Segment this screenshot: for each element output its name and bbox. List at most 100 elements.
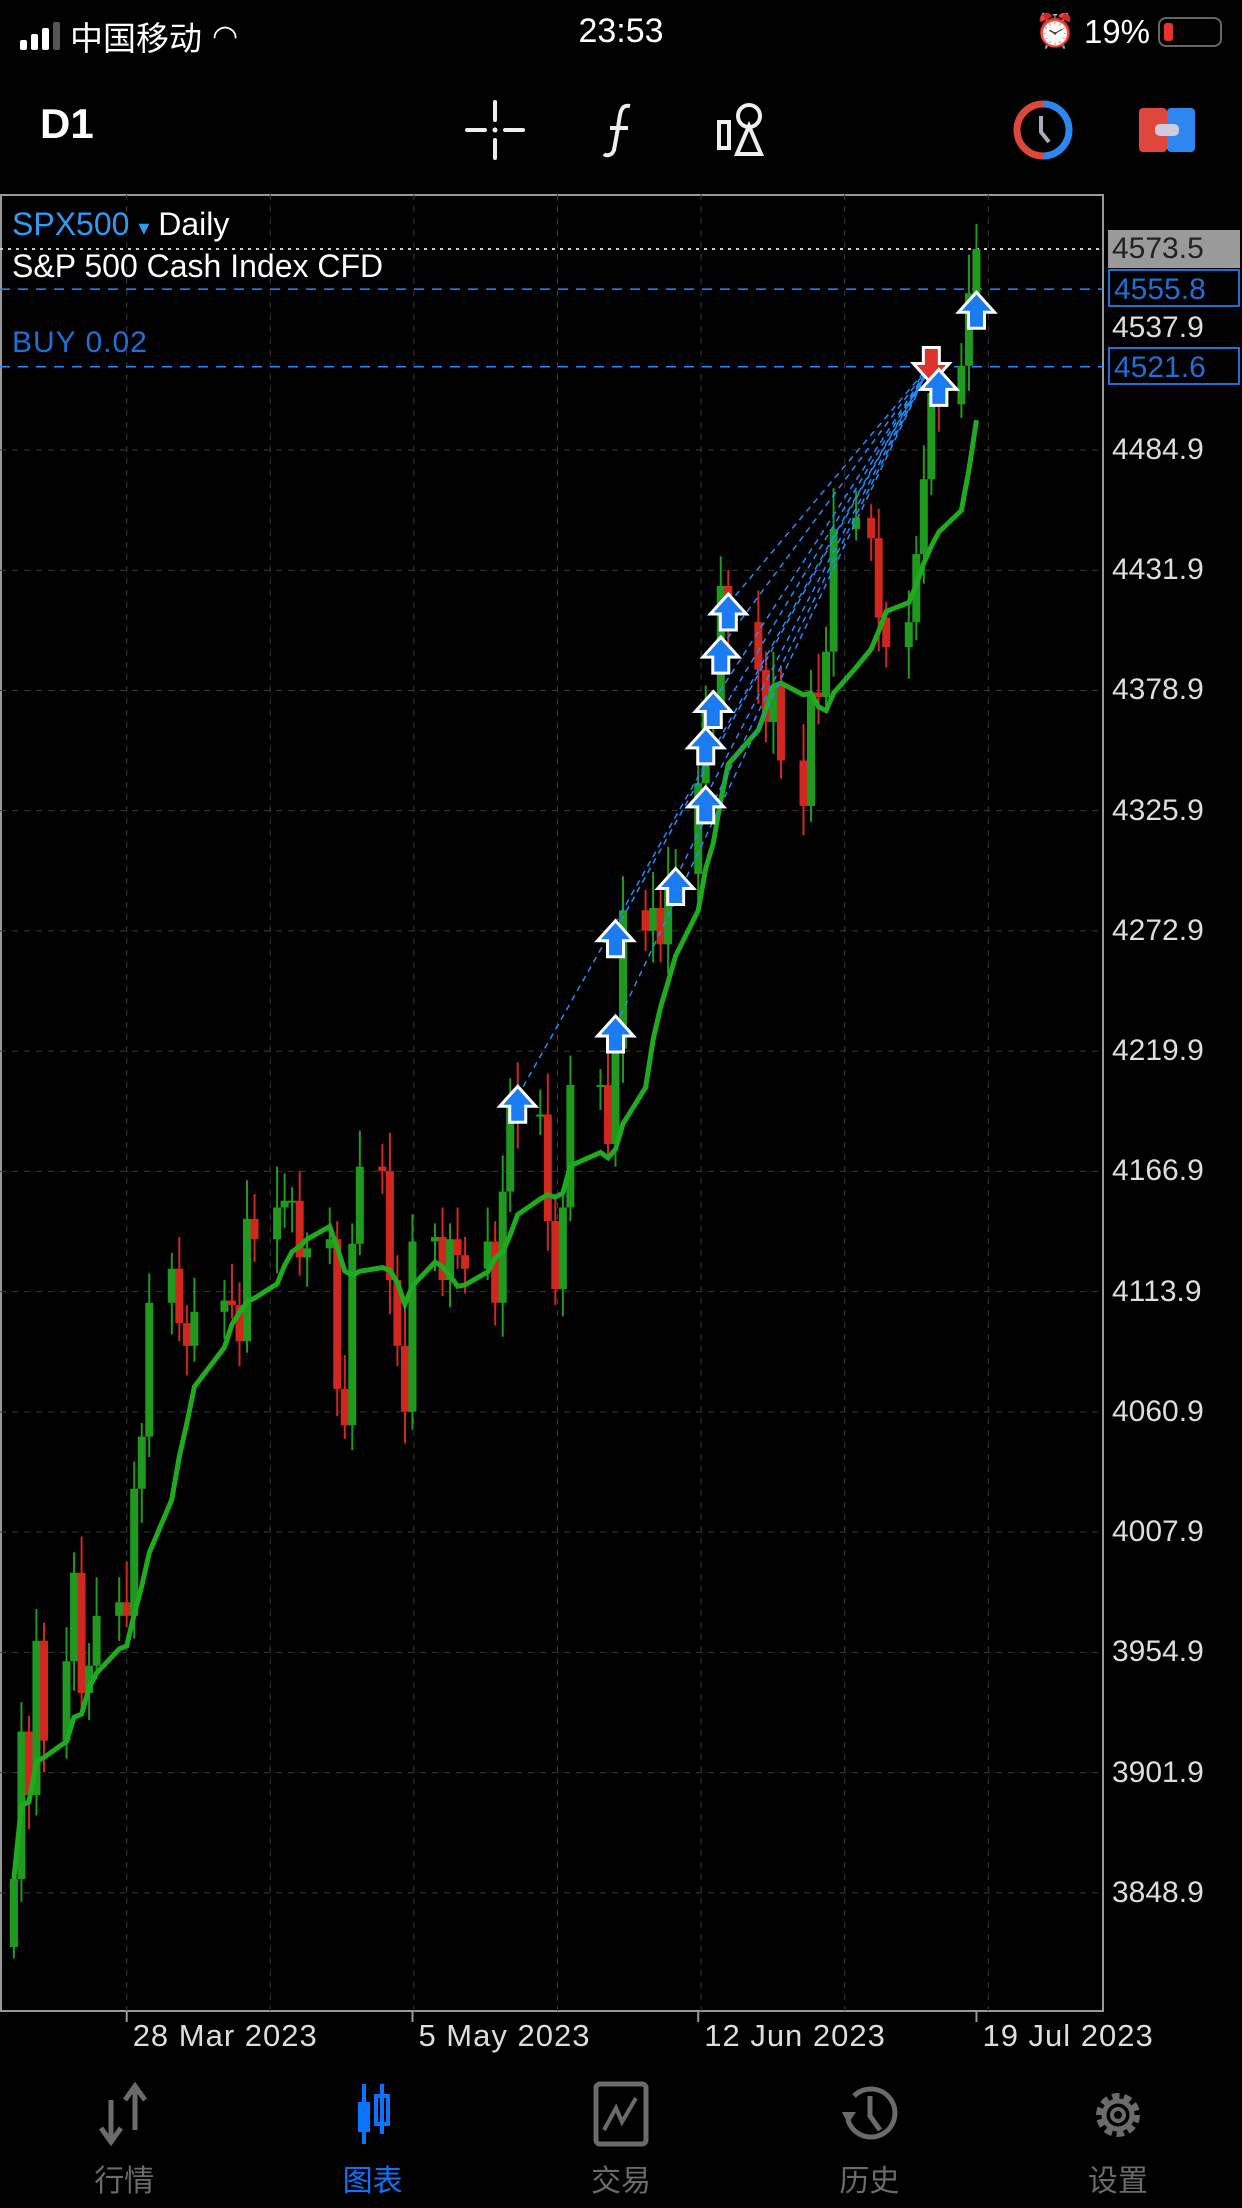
candle-body — [385, 1171, 394, 1281]
signal-icon — [20, 22, 60, 50]
history-icon — [842, 2086, 898, 2140]
candle-body — [566, 1084, 575, 1208]
battery-percent: 19% — [1083, 12, 1150, 50]
price-chart[interactable]: SPX500 ▾ Daily S&P 500 Cash Index CFD BU… — [0, 194, 1242, 2024]
candle-body — [250, 1218, 259, 1240]
trade-connector-line — [614, 363, 933, 1027]
indicators-f-icon[interactable] — [590, 100, 650, 160]
trade-connector-line — [705, 363, 932, 739]
candle-body — [596, 1084, 605, 1087]
candle-body — [227, 1300, 236, 1306]
date-tick: 28 Mar 2023 — [132, 2018, 318, 2053]
nav-label: 历史 — [839, 2165, 900, 2198]
candle-body — [273, 1207, 282, 1240]
candle-body — [190, 1311, 199, 1346]
candle-body — [355, 1166, 364, 1244]
candle-body — [807, 692, 816, 806]
trade-connector-line — [674, 363, 933, 879]
date-tick: 5 May 2023 — [418, 2018, 591, 2053]
date-tick: 19 Jul 2023 — [982, 2018, 1154, 2053]
candle-body — [656, 908, 665, 945]
candle-body — [822, 651, 831, 698]
nav-label: 行情 — [94, 2165, 155, 2198]
symbol-label[interactable]: SPX500 — [12, 206, 130, 242]
nav-chart[interactable]: 图表 — [248, 2080, 496, 2208]
nav-trade[interactable]: 交易 — [497, 2080, 745, 2208]
trade-connector-line — [712, 363, 932, 702]
symbol-dropdown-icon[interactable]: ▾ — [138, 215, 150, 240]
chart-frame — [0, 194, 1104, 2012]
candle-body — [62, 1661, 71, 1741]
clock: 23:53 — [578, 12, 664, 50]
crosshair-icon[interactable] — [465, 100, 525, 160]
price-tick: 4272.9 — [1112, 913, 1204, 947]
candle-body — [754, 622, 763, 670]
moving-average-line — [11, 419, 979, 1880]
candle-body — [453, 1239, 462, 1256]
candle-body — [32, 1640, 41, 1796]
candle-body — [333, 1239, 342, 1389]
nav-history[interactable]: 历史 — [745, 2080, 993, 2208]
candle-body — [543, 1114, 552, 1222]
price-tick: 3848.9 — [1112, 1875, 1204, 1909]
candle-body — [483, 1241, 492, 1269]
symbol-description: S&P 500 Cash Index CFD — [12, 248, 384, 284]
buy-arrow-icon — [684, 725, 728, 766]
candle-body — [393, 1280, 402, 1346]
carrier: 中国移动 — [70, 20, 202, 57]
candle-body — [235, 1305, 244, 1342]
buy-arrow-icon — [594, 918, 637, 959]
candle-body — [325, 1239, 334, 1249]
candle-body — [611, 1048, 620, 1144]
alarm-icon: ⏰ — [1034, 12, 1076, 49]
candle-body — [649, 908, 658, 931]
trade-panel-icon[interactable] — [1137, 100, 1197, 160]
nav-settings[interactable]: 设置 — [994, 2080, 1242, 2208]
price-tick: 4325.9 — [1112, 793, 1204, 827]
price-tick: 3954.9 — [1112, 1635, 1204, 1669]
buy-arrow-icon — [917, 367, 961, 407]
candle-body — [852, 517, 861, 530]
position-label[interactable]: BUY 0.02 — [12, 326, 148, 359]
objects-icon[interactable] — [715, 100, 775, 160]
candle-body — [85, 1665, 94, 1693]
candle-body — [70, 1572, 79, 1662]
nav-label: 图表 — [342, 2165, 403, 2198]
date-tick: 12 Jun 2023 — [704, 2018, 886, 2053]
price-tick: 4431.9 — [1112, 553, 1204, 587]
buy-arrow-icon — [955, 290, 998, 330]
current-price-label: 4573.5 — [1108, 230, 1240, 268]
price-tick: 4113.9 — [1112, 1274, 1202, 1308]
candle-body — [220, 1300, 229, 1312]
chart-canvas[interactable] — [0, 194, 1242, 2024]
nav-label: 交易 — [591, 2165, 652, 2198]
candle-body — [167, 1268, 176, 1303]
candle-body — [619, 910, 628, 1049]
buy-arrow-icon — [684, 784, 728, 825]
candle-body — [145, 1302, 154, 1437]
buy-arrow-icon — [594, 1013, 637, 1054]
candle-body — [438, 1236, 447, 1281]
candle-body — [776, 685, 785, 761]
chart-symbol[interactable]: SPX500 ▾ Daily — [12, 206, 229, 243]
candle-body — [551, 1221, 560, 1290]
candle-body — [24, 1731, 33, 1796]
candle-body — [340, 1388, 349, 1426]
candle-body — [799, 760, 808, 806]
candle-body — [280, 1200, 289, 1208]
price-tick: 4484.9 — [1112, 432, 1204, 466]
candle-body — [972, 248, 981, 294]
bottom-nav: 行情 图表 交易 历史 设置 — [0, 2080, 1242, 2208]
timeframe-button[interactable]: D1 — [40, 100, 94, 147]
buy-arrow-icon — [691, 689, 735, 730]
candle-body — [874, 538, 883, 618]
one-click-trading-icon[interactable] — [1013, 100, 1073, 160]
candle-body — [814, 692, 823, 698]
entry-price-label: 4521.6 — [1108, 347, 1240, 385]
candle-body — [641, 910, 650, 931]
price-axis-label: 4537.9 — [1112, 311, 1204, 344]
candle-body — [378, 1166, 387, 1172]
nav-quotes[interactable]: 行情 — [0, 2080, 248, 2208]
price-tick: 4378.9 — [1112, 673, 1204, 707]
candle-body — [348, 1243, 357, 1426]
